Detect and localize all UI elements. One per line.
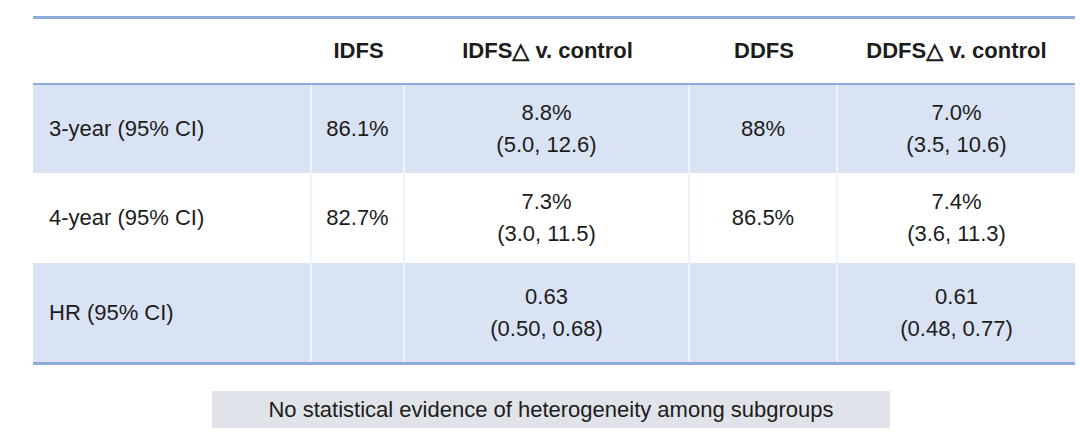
row-label: 3-year (95% CI) [33,85,312,173]
row-label-text: 4-year (95% CI) [49,202,204,234]
row-label: 4-year (95% CI) [33,173,312,263]
cell-ddfs-delta: 0.61 (0.48, 0.77) [838,263,1075,362]
cell-ci: (3.5, 10.6) [906,129,1006,161]
table-row-3-year: 3-year (95% CI) 86.1% 8.8% (5.0, 12.6) 8… [33,85,1075,173]
cell-idfs [312,263,405,362]
cell-idfs-delta: 7.3% (3.0, 11.5) [405,173,690,263]
results-table: IDFS IDFS△ v. control DDFS DDFS△ v. cont… [33,16,1075,365]
cell-ddfs-delta: 7.4% (3.6, 11.3) [838,173,1075,263]
cell-value: 7.4% [931,186,981,218]
cell-ddfs: 86.5% [690,173,838,263]
cell-ci: (5.0, 12.6) [496,129,596,161]
cell-idfs-delta: 8.8% (5.0, 12.6) [405,85,690,173]
cell-value: 0.61 [935,281,978,313]
cell-ci: (0.50, 0.68) [490,313,603,345]
cell-value: 86.1% [326,113,388,145]
cell-value: 7.3% [521,186,571,218]
heterogeneity-note-text: No statistical evidence of heterogeneity… [268,397,833,423]
row-label-text: 3-year (95% CI) [49,113,204,145]
slide: IDFS IDFS△ v. control DDFS DDFS△ v. cont… [0,0,1080,434]
cell-ci: (3.0, 11.5) [497,218,596,250]
cell-idfs: 86.1% [312,85,405,173]
cell-value: 88% [741,113,785,145]
row-label: HR (95% CI) [33,263,312,362]
table-row-4-year: 4-year (95% CI) 82.7% 7.3% (3.0, 11.5) 8… [33,173,1075,263]
cell-value: 7.0% [931,97,981,129]
heterogeneity-note: No statistical evidence of heterogeneity… [212,391,890,428]
row-label-text: HR (95% CI) [49,297,174,329]
cell-ci: (0.48, 0.77) [900,313,1013,345]
header-cell-ddfs-delta: DDFS△ v. control [838,38,1075,64]
cell-value: 8.8% [521,97,571,129]
table-row-hr: HR (95% CI) 0.63 (0.50, 0.68) 0.61 (0.48… [33,263,1075,362]
cell-ci: (3.6, 11.3) [907,218,1006,250]
cell-value: 0.63 [525,281,568,313]
header-cell-ddfs: DDFS [690,38,838,64]
cell-value: 86.5% [732,202,794,234]
cell-ddfs: 88% [690,85,838,173]
cell-idfs: 82.7% [312,173,405,263]
cell-idfs-delta: 0.63 (0.50, 0.68) [405,263,690,362]
table-header-row: IDFS IDFS△ v. control DDFS DDFS△ v. cont… [33,19,1075,85]
header-cell-idfs-delta: IDFS△ v. control [405,38,690,64]
header-cell-idfs: IDFS [312,38,405,64]
cell-value: 82.7% [326,202,388,234]
cell-ddfs-delta: 7.0% (3.5, 10.6) [838,85,1075,173]
cell-ddfs [690,263,838,362]
